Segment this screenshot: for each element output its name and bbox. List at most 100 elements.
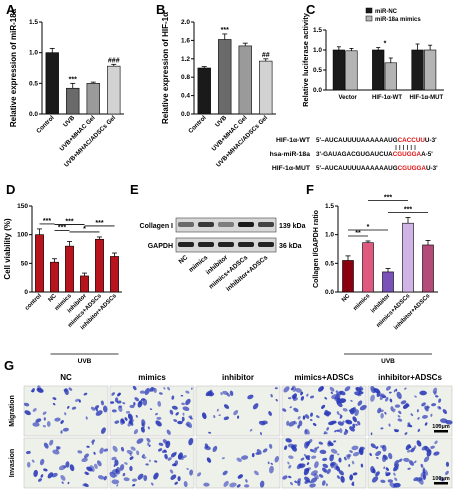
stained-cell bbox=[110, 401, 115, 404]
bar bbox=[332, 49, 345, 91]
stained-cell bbox=[397, 415, 401, 418]
stained-cell bbox=[396, 429, 399, 432]
stained-cell bbox=[288, 475, 292, 479]
stained-cell bbox=[431, 403, 437, 407]
sequence-suffix: U-3' bbox=[426, 165, 438, 172]
stained-cell bbox=[136, 450, 140, 456]
stained-cell bbox=[285, 438, 292, 443]
column-label: inhibitor bbox=[222, 373, 254, 382]
stained-cell bbox=[310, 477, 318, 483]
stained-cell bbox=[375, 471, 380, 477]
stained-cell bbox=[421, 402, 426, 407]
stained-cell bbox=[338, 470, 344, 476]
stained-cell bbox=[49, 439, 54, 446]
stained-cell bbox=[43, 417, 46, 421]
stained-cell bbox=[54, 417, 61, 422]
stained-cell bbox=[275, 398, 278, 402]
stained-cell bbox=[222, 470, 228, 476]
stained-cell bbox=[352, 472, 358, 476]
scale-bar-label: 100μm bbox=[432, 476, 450, 482]
stained-cell bbox=[359, 386, 364, 391]
stained-cell bbox=[340, 475, 345, 483]
stained-cell bbox=[251, 453, 255, 458]
sequence-text: 3'-GAUAGACGUGAUCUACGUGGAA-5' bbox=[316, 151, 433, 158]
stained-cell bbox=[197, 472, 202, 477]
stained-cell bbox=[134, 397, 140, 402]
stained-cell bbox=[445, 470, 449, 476]
stained-cell bbox=[262, 448, 268, 453]
stained-cell bbox=[182, 455, 187, 459]
panel-letter-g: G bbox=[4, 358, 14, 373]
stained-cell bbox=[382, 454, 388, 460]
stained-cell bbox=[416, 409, 419, 413]
stained-cell bbox=[357, 420, 361, 426]
row-label: Migration bbox=[9, 395, 16, 427]
stained-cell bbox=[259, 480, 265, 488]
stained-cell bbox=[58, 465, 66, 471]
stained-cell bbox=[434, 440, 438, 445]
stained-cell bbox=[40, 474, 44, 478]
panel-letter-c: C bbox=[306, 2, 316, 17]
stained-cell bbox=[212, 445, 218, 453]
stained-cell bbox=[218, 414, 221, 417]
stained-cell bbox=[94, 463, 98, 469]
stained-cell bbox=[204, 445, 211, 451]
stained-cell bbox=[370, 432, 373, 436]
stained-cell bbox=[437, 406, 442, 410]
stained-cell bbox=[385, 397, 389, 402]
stained-cell bbox=[139, 390, 146, 394]
stained-cell bbox=[423, 456, 430, 463]
stained-cell bbox=[344, 456, 347, 461]
stained-cell bbox=[435, 395, 439, 398]
stained-cell bbox=[389, 482, 397, 489]
stained-cell bbox=[330, 391, 334, 395]
stained-cell bbox=[91, 442, 94, 445]
stained-cell bbox=[360, 463, 364, 468]
stained-cell bbox=[288, 397, 292, 400]
stained-cell bbox=[336, 475, 341, 479]
stained-cell bbox=[309, 448, 314, 453]
lane-label: NC bbox=[178, 254, 190, 266]
stained-cell bbox=[410, 413, 414, 417]
stained-cell bbox=[438, 476, 445, 482]
panel-letter-b: B bbox=[156, 2, 165, 17]
stained-cell bbox=[114, 397, 119, 403]
significance-label: * bbox=[384, 41, 387, 48]
stained-cell bbox=[293, 407, 299, 413]
blot-band bbox=[258, 222, 274, 227]
stained-cell bbox=[346, 420, 349, 423]
stained-cell bbox=[302, 416, 306, 420]
scale-bar bbox=[434, 482, 448, 485]
stained-cell bbox=[169, 409, 174, 415]
bar bbox=[65, 245, 74, 293]
stained-cell bbox=[388, 452, 393, 460]
x-tick-label: HIF-1α-WT bbox=[372, 95, 402, 101]
significance-label: ** bbox=[355, 230, 361, 237]
y-tick-label: 50 bbox=[21, 260, 29, 267]
stained-cell bbox=[96, 460, 102, 467]
stained-cell bbox=[47, 472, 54, 479]
stained-cell bbox=[207, 392, 215, 397]
stained-cell bbox=[289, 481, 293, 486]
stained-cell bbox=[319, 449, 327, 455]
stained-cell bbox=[120, 446, 125, 452]
sequence-label: HIF-1α-MUT bbox=[272, 165, 311, 172]
stained-cell bbox=[162, 439, 168, 445]
stained-cell bbox=[223, 404, 230, 409]
stained-cell bbox=[52, 402, 56, 406]
y-tick-label: 0.0 bbox=[29, 111, 38, 118]
bar bbox=[424, 49, 437, 91]
stained-cell bbox=[156, 416, 162, 420]
stained-cell bbox=[63, 389, 68, 392]
stained-cell bbox=[423, 475, 425, 478]
stained-cell bbox=[140, 426, 145, 433]
stained-cell bbox=[426, 449, 432, 457]
stained-cell bbox=[86, 445, 90, 448]
bar bbox=[95, 238, 104, 293]
stained-cell bbox=[321, 386, 324, 391]
stained-cell bbox=[154, 460, 158, 463]
stained-cell bbox=[42, 425, 47, 428]
sequence-seed: CACCUU bbox=[398, 137, 426, 144]
